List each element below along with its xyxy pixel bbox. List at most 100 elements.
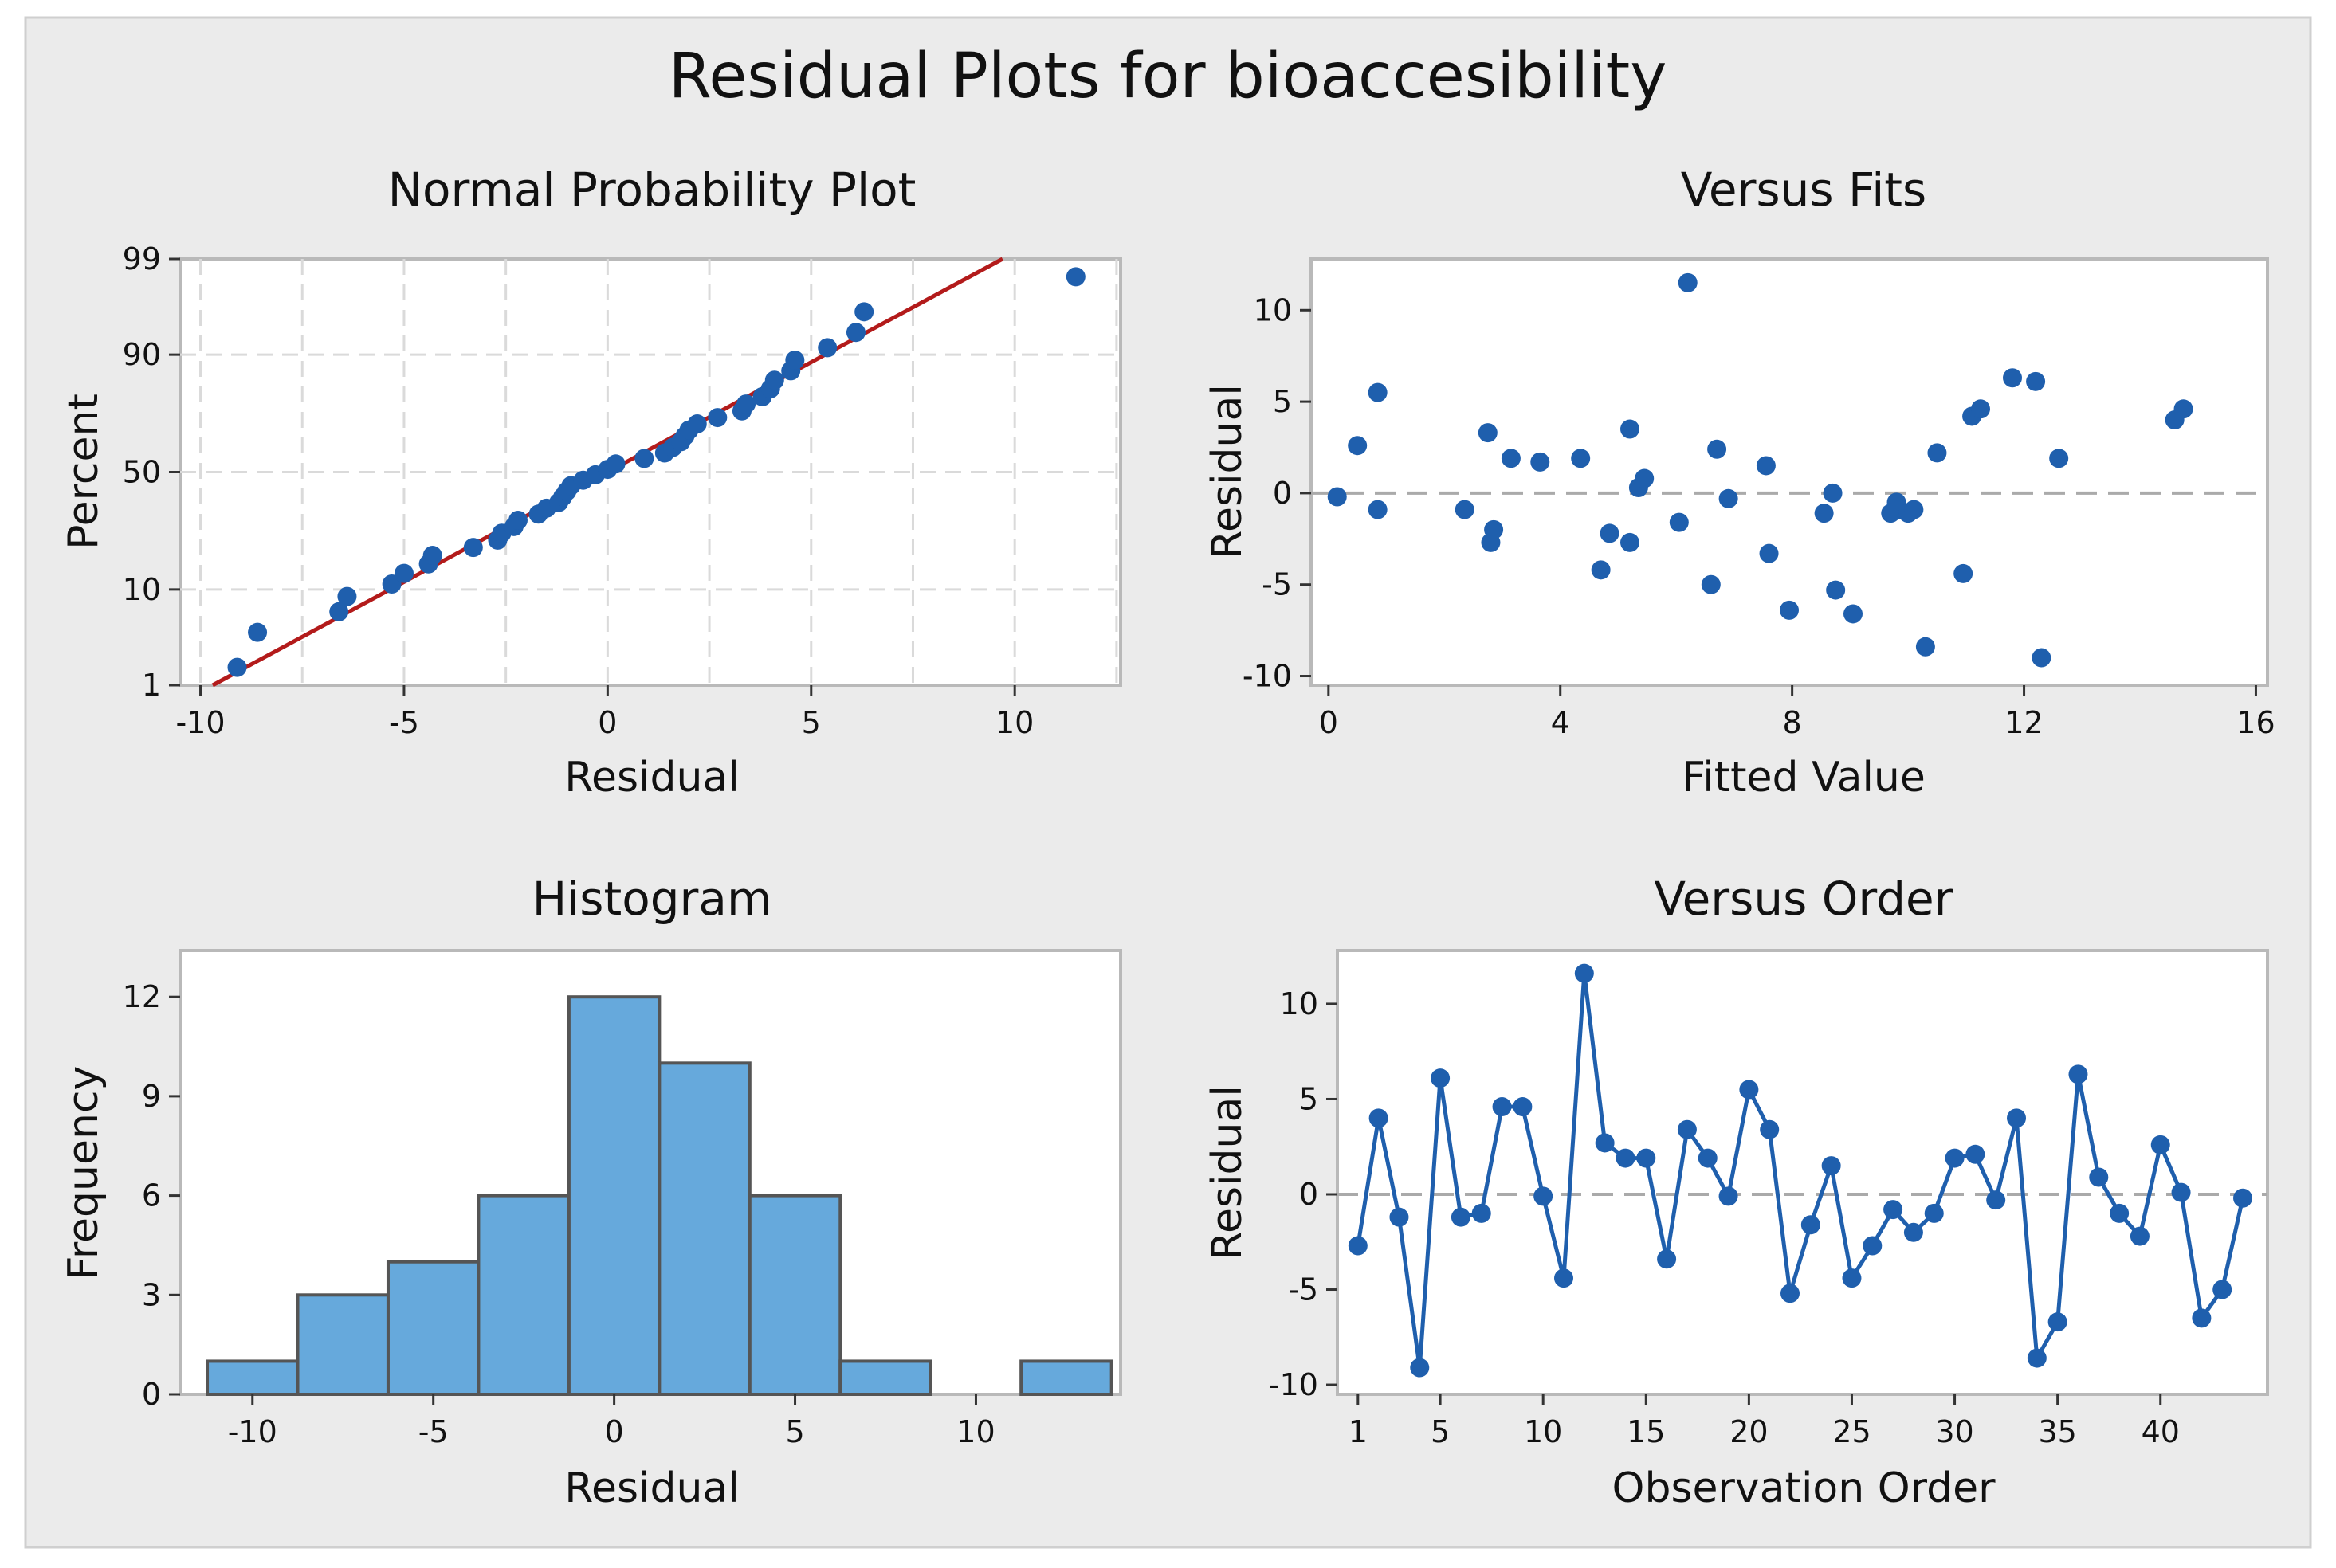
fits-x-axis: 0 4 8 12 16	[1319, 685, 2275, 740]
npp-point	[846, 323, 866, 343]
fits-point	[1971, 399, 1990, 419]
order-point	[2027, 1348, 2047, 1368]
fits-point	[1478, 423, 1498, 443]
npp-xlabel: Residual	[564, 754, 740, 802]
hist-bar	[206, 1359, 300, 1397]
fits-point	[1484, 519, 1504, 539]
hist-xtick-label: 10	[956, 1414, 995, 1449]
order-point	[2212, 1280, 2232, 1299]
fits-point	[2173, 399, 2193, 419]
npp-point	[736, 394, 756, 414]
npp-point	[708, 408, 728, 428]
order-point	[2110, 1203, 2130, 1223]
fits-point	[1678, 272, 1698, 292]
order-point	[2047, 1312, 2067, 1332]
order-point	[1986, 1190, 2006, 1210]
fits-points	[1327, 272, 2193, 668]
fits-point	[1620, 532, 1639, 552]
order-point	[1368, 1108, 1388, 1128]
fits-point	[1718, 488, 1738, 508]
order-ytick-label: -5	[1288, 1272, 1318, 1307]
hist-x-axis: -10 -5 0 5 10	[228, 1394, 995, 1449]
order-point	[1945, 1148, 1965, 1168]
fits-title: Versus Fits	[1681, 163, 1927, 217]
order-ytick-label: 5	[1299, 1081, 1318, 1116]
order-point	[2150, 1135, 2170, 1154]
fits-point	[1635, 468, 1655, 488]
order-ytick-label: -10	[1269, 1367, 1318, 1402]
hist-ytick-label: 0	[142, 1377, 161, 1412]
npp-points	[227, 267, 1086, 677]
histogram-panel: Histogram -10 -5 0 5 10 0 3 6 9 12 Residual Freq…	[60, 872, 1122, 1512]
order-title: Versus Order	[1654, 872, 1953, 926]
order-y-axis: -10 -5 0 5 10	[1269, 986, 1337, 1402]
fits-point	[1600, 523, 1619, 543]
fits-point	[1348, 436, 1368, 456]
npp-xtick-label: -10	[176, 705, 226, 740]
order-xtick-label: 40	[2142, 1414, 2180, 1449]
order-point	[2007, 1108, 2027, 1128]
fits-point	[1530, 452, 1550, 472]
npp-point	[764, 370, 784, 390]
fits-point	[1759, 543, 1779, 563]
hist-bar	[386, 1260, 481, 1396]
fits-point	[1826, 580, 1846, 600]
order-xtick-label: 25	[1832, 1414, 1871, 1449]
order-point	[1574, 963, 1594, 983]
order-point	[1965, 1144, 1985, 1164]
order-point	[1760, 1119, 1780, 1139]
npp-point	[248, 622, 268, 642]
npp-xtick-label: -5	[389, 705, 419, 740]
npp-point	[422, 546, 442, 566]
order-point	[1657, 1249, 1677, 1269]
hist-ytick-label: 6	[142, 1178, 161, 1213]
fits-point	[1707, 439, 1727, 459]
npp-point	[508, 510, 528, 530]
order-ytick-label: 10	[1280, 986, 1318, 1021]
fits-point	[1571, 449, 1591, 468]
fits-point	[1927, 443, 1947, 463]
npp-point	[1066, 267, 1086, 287]
order-x-axis: 1 5 10 15 20 25 30 35 40	[1349, 1394, 2180, 1449]
fits-point	[1455, 500, 1474, 519]
order-xlabel: Observation Order	[1612, 1464, 1996, 1512]
hist-ytick-label: 3	[142, 1277, 161, 1312]
order-xtick-label: 1	[1349, 1414, 1368, 1449]
order-point	[1842, 1268, 1862, 1288]
fits-ytick-label: -10	[1243, 659, 1292, 694]
hist-y-axis: 0 3 6 9 12	[123, 979, 180, 1412]
order-point	[1616, 1148, 1635, 1168]
order-point	[1677, 1119, 1697, 1139]
order-xtick-label: 35	[2038, 1414, 2076, 1449]
hist-bar	[658, 1061, 752, 1396]
fits-point	[1669, 512, 1689, 532]
fits-point	[2049, 449, 2069, 468]
fits-point	[1368, 382, 1388, 402]
hist-title: Histogram	[532, 872, 772, 926]
npp-xtick-label: 5	[802, 705, 821, 740]
npp-point	[337, 586, 357, 606]
hist-ylabel: Frequency	[60, 1066, 108, 1280]
npp-point	[606, 454, 626, 474]
fits-point	[1591, 560, 1611, 580]
hist-bar	[748, 1194, 842, 1397]
versus-order-panel: Versus Order 1 5 10 15 20 25 30 35 40 -10-50510 …	[1203, 872, 2269, 1512]
fits-ytick-label: 5	[1273, 384, 1292, 419]
fits-xtick-label: 16	[2236, 705, 2275, 740]
fits-xtick-label: 0	[1319, 705, 1338, 740]
fits-ytick-label: -5	[1262, 567, 1292, 602]
npp-point	[785, 350, 805, 370]
npp-point	[854, 302, 874, 322]
order-point	[1698, 1148, 1718, 1168]
figure-title: Residual Plots for bioaccesibility	[669, 41, 1667, 112]
fits-ytick-label: 0	[1273, 476, 1292, 511]
npp-x-axis: -10 -5 0 5 10	[176, 685, 1034, 740]
fits-ytick-label: 10	[1254, 292, 1292, 327]
npp-ytick-label: 1	[142, 668, 161, 703]
npp-ytick-label: 10	[123, 572, 161, 607]
fits-y-axis: -10 -5 0 5 10	[1243, 292, 1311, 694]
order-plot-area	[1336, 949, 2269, 1396]
order-point	[1492, 1097, 1512, 1117]
npp-point	[329, 602, 349, 621]
